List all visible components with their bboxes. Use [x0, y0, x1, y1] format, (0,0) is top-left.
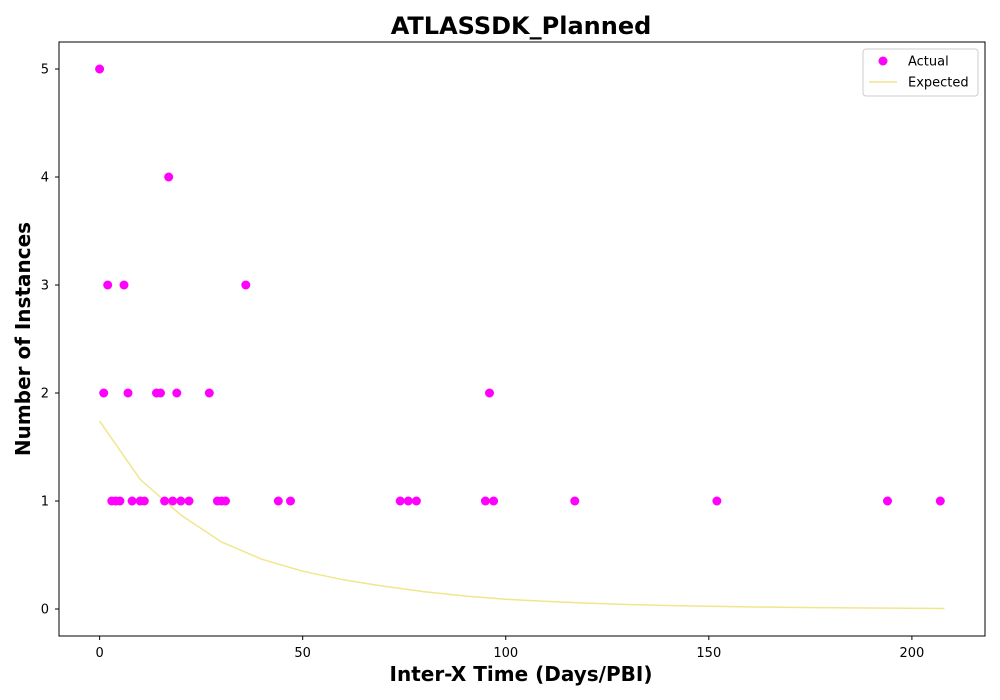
legend-marker-actual	[878, 56, 888, 66]
data-point	[485, 388, 494, 398]
x-tick-label: 150	[696, 646, 721, 661]
data-point	[204, 388, 214, 398]
data-point	[103, 280, 113, 290]
data-point	[395, 496, 405, 506]
y-tick-label: 3	[41, 279, 49, 294]
y-tick-label: 1	[41, 495, 49, 510]
data-point	[883, 496, 892, 506]
data-point	[241, 280, 251, 290]
chart-title: ATLASSDK_Planned	[391, 12, 652, 40]
legend-label: Actual	[908, 55, 949, 70]
y-tick-label: 5	[41, 63, 49, 78]
data-point	[123, 388, 133, 398]
data-point	[935, 496, 945, 506]
data-point	[99, 388, 109, 398]
data-point	[570, 496, 580, 506]
legend: Actual Expected	[862, 48, 979, 97]
data-point	[489, 496, 499, 506]
plot-frame	[58, 41, 986, 637]
data-point	[160, 496, 170, 506]
data-point	[95, 64, 105, 74]
x-tick-label: 100	[493, 646, 518, 661]
expected-curve	[98, 420, 945, 610]
y-tick-label: 0	[41, 603, 49, 618]
data-point	[156, 388, 165, 398]
data-point	[164, 172, 174, 182]
y-axis-label: Number of Instances	[11, 222, 35, 456]
data-point	[184, 496, 194, 506]
data-point	[139, 496, 149, 506]
data-point	[176, 496, 186, 506]
data-point	[115, 496, 125, 506]
plot-area: 0 50 100 150 200 0 1 2 3 4 5	[41, 41, 986, 661]
x-tick-label: 50	[294, 646, 311, 661]
data-point	[221, 496, 230, 506]
data-point	[127, 496, 137, 506]
x-tick-label: 0	[95, 646, 103, 661]
x-axis-label: Inter-X Time (Days/PBI)	[390, 662, 653, 686]
data-point	[273, 496, 283, 506]
x-tick-label: 200	[899, 646, 924, 661]
legend-box	[862, 48, 979, 97]
y-tick-label: 2	[41, 387, 49, 402]
data-point	[119, 280, 129, 290]
data-point	[168, 496, 178, 506]
legend-label: Expected	[908, 76, 969, 91]
data-point	[286, 496, 295, 506]
data-point	[403, 496, 413, 506]
data-point	[411, 496, 421, 506]
data-point	[480, 496, 490, 506]
y-tick-label: 4	[41, 171, 49, 186]
data-point	[712, 496, 722, 506]
data-point	[172, 388, 182, 398]
